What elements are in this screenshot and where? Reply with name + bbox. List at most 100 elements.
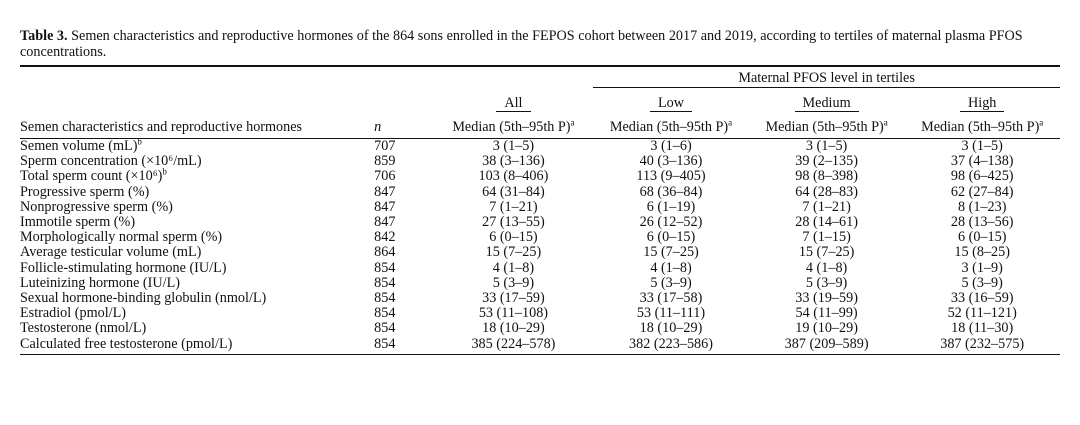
row-label: Calculated free testosterone (pmol/L) [20,336,375,355]
col-header-medium: Medium [794,95,859,112]
table-figure: Table 3. Semen characteristics and repro… [20,0,1060,355]
cell-low: 18 (10–29) [639,320,703,337]
row-n: 854 [374,290,396,307]
median-header-low: Median (5th–95th P)a [593,114,749,139]
cell-high: 15 (8–25) [954,244,1010,261]
table-caption-text: Semen characteristics and reproductive h… [20,28,1023,60]
row-label: Sexual hormone-binding globulin (nmol/L) [20,290,267,307]
table-row: Calculated free testosterone (pmol/L) 854… [20,336,1060,355]
col-header-low: Low [649,95,692,112]
table-row: Morphologically normal sperm (%) 842 6 (0–… [20,230,1060,245]
cell-medium: 387 (209–589) [748,336,905,355]
row-label: Total sperm count (×10⁶)b [20,166,167,185]
row-label: Follicle-stimulating hormone (IU/L) [20,259,227,276]
row-n: 847 [374,198,396,215]
row-label: Average testicular volume (mL) [20,244,202,261]
cell-medium: 19 (10–29) [795,320,858,337]
median-header-all: Median (5th–95th P)a [433,114,594,139]
cell-low: 5 (3–9) [650,274,692,291]
row-label: Semen volume (mL)b [20,136,142,154]
cell-high: 18 (11–30) [951,320,1014,337]
cell-medium: 98 (8–398) [795,168,858,185]
column-group-row: All Low Medium High [20,88,1060,115]
row-label: Estradiol (pmol/L) [20,305,126,322]
cell-low: 40 (3–136) [639,153,703,170]
col-header-all: All [496,95,531,112]
cell-all: 64 (31–84) [482,183,545,200]
cell-medium: 7 (1–21) [802,198,851,215]
column-header-row: Semen characteristics and reproductive h… [20,114,1060,139]
cell-all: 38 (3–136) [482,153,545,170]
cell-low: 6 (0–15) [646,229,696,246]
row-n: 854 [374,320,396,337]
row-n: 847 [374,183,396,200]
row-n: 854 [374,274,396,291]
cell-high: 3 (1–9) [961,259,1003,276]
cell-low: 15 (7–25) [643,244,699,261]
table-row: Luteinizing hormone (IU/L) 854 5 (3–9) 5 (3… [20,274,1060,291]
cell-medium: 3 (1–5) [805,138,848,154]
table-row: Immotile sperm (%) 847 27 (13–55) 26 (12–52… [20,214,1060,231]
cell-high: 5 (3–9) [961,274,1003,291]
cell-low: 382 (223–586) [593,336,749,355]
row-label: Luteinizing hormone (IU/L) [20,274,180,291]
cell-low: 26 (12–52) [639,214,703,231]
table-caption: Table 3. Semen characteristics and repro… [20,28,1060,60]
table-row: Follicle-stimulating hormone (IU/L) 854 4 … [20,259,1060,276]
median-header-medium: Median (5th–95th P)a [748,114,905,139]
table-row: Estradiol (pmol/L) 854 53 (11–108) 53 (11–1… [20,306,1060,321]
table-body: Semen volume (mL)b 707 3 (1–5) 3 (1–6) 3 (1–… [20,136,1060,355]
row-label: Nonprogressive sperm (%) [20,198,173,215]
col-header-high: High [960,95,1005,112]
n-header: n [374,114,434,139]
cell-all: 18 (10–29) [482,320,545,337]
cell-low: 68 (36–84) [639,183,703,200]
cell-high: 387 (232–575) [904,336,1060,355]
cell-low: 6 (1–19) [646,198,696,215]
cell-medium: 39 (2–135) [795,153,858,170]
row-n: 706 [374,168,396,185]
semen-hormones-table: Maternal PFOS level in tertiles All Low … [20,65,1060,355]
row-n: 854 [374,336,434,355]
cell-high: 3 (1–5) [961,138,1003,154]
row-n: 707 [374,138,396,154]
row-n: 854 [374,259,396,276]
cell-high: 8 (1–23) [957,198,1007,215]
cell-high: 28 (13–56) [950,214,1014,231]
cell-high: 52 (11–121) [947,305,1017,322]
group-header-row: Maternal PFOS level in tertiles [20,67,1060,88]
table-row: Progressive sperm (%) 847 64 (31–84) 68 (36… [20,183,1060,200]
row-label: Sperm concentration (×10⁶/mL) [20,153,202,170]
table-row: Total sperm count (×10⁶)b 706 103 (8–406) 1… [20,166,1060,185]
cell-high: 37 (4–138) [950,153,1014,170]
row-label: Morphologically normal sperm (%) [20,229,223,246]
row-label: Immotile sperm (%) [20,214,136,231]
table-row: Sexual hormone-binding globulin (nmol/L)… [20,290,1060,307]
cell-high: 98 (6–425) [950,168,1014,185]
tertile-group-header: Maternal PFOS level in tertiles [593,67,1060,88]
table-row: Testosterone (nmol/L) 854 18 (10–29) 18 (10… [20,321,1060,336]
table-caption-label: Table 3. [20,28,68,44]
median-header-high: Median (5th–95th P)a [904,114,1060,139]
cell-medium: 7 (1–15) [802,229,851,246]
cell-all: 103 (8–406) [478,168,549,185]
cell-medium: 54 (11–99) [795,305,858,322]
row-n: 854 [374,305,396,322]
row-header-label: Semen characteristics and reproductive h… [20,114,375,139]
row-label: Progressive sperm (%) [20,183,150,200]
cell-all: 33 (17–59) [482,290,545,307]
cell-medium: 28 (14–61) [795,214,858,231]
cell-medium: 33 (19–59) [795,290,858,307]
table-row: Nonprogressive sperm (%) 847 7 (1–21) 6 (1–… [20,198,1060,215]
table-row: Sperm concentration (×10⁶/mL) 859 38 (3–13… [20,154,1060,169]
cell-low: 3 (1–6) [650,138,692,154]
cell-high: 62 (27–84) [950,183,1014,200]
row-label: Testosterone (nmol/L) [20,320,147,337]
row-n: 842 [374,229,396,246]
cell-all: 4 (1–8) [492,259,535,276]
cell-all: 53 (11–108) [478,305,549,322]
cell-all: 27 (13–55) [482,214,545,231]
cell-medium: 5 (3–9) [805,274,848,291]
row-n: 864 [374,244,396,261]
cell-medium: 4 (1–8) [805,259,848,276]
